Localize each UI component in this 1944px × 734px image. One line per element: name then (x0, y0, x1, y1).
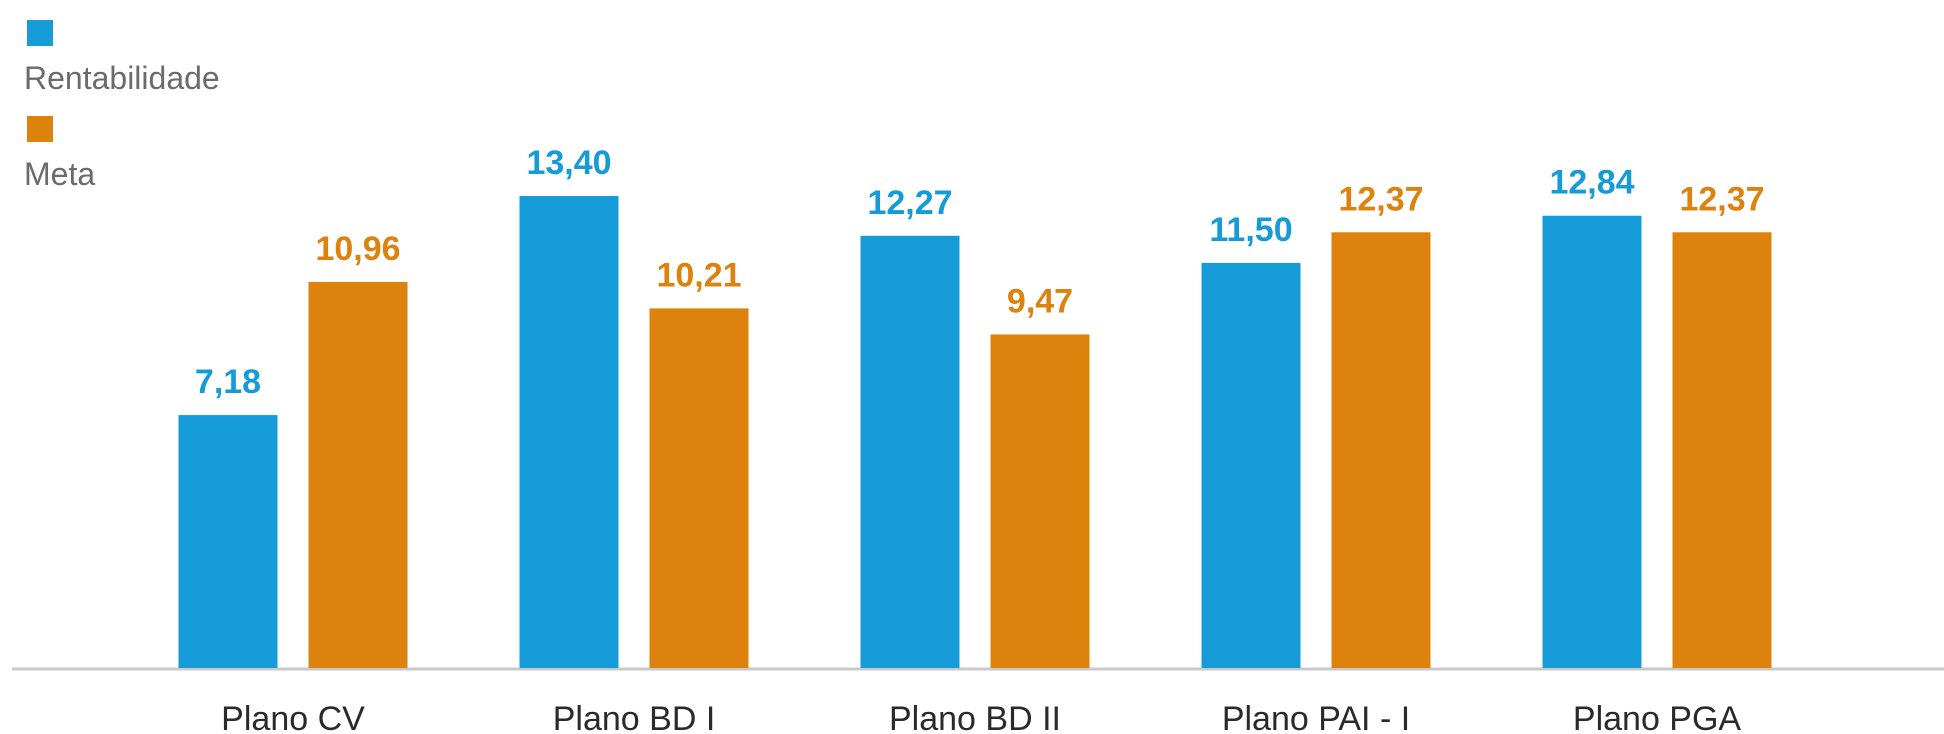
bar-meta-4[interactable] (1672, 232, 1772, 669)
bar-rentabilidade-4[interactable] (1542, 215, 1642, 668)
data-label-rentabilidade-3: 11,50 (1209, 211, 1292, 249)
data-label-rentabilidade-0: 7,18 (195, 363, 261, 401)
bar-rentabilidade-0[interactable] (178, 415, 278, 668)
data-label-rentabilidade-2: 12,27 (867, 184, 952, 222)
legend-label-rentabilidade: Rentabilidade (24, 60, 220, 96)
bar-meta-0[interactable] (308, 281, 408, 668)
data-label-meta-0: 10,96 (315, 230, 400, 268)
category-label-2: Plano BD II (889, 700, 1061, 734)
bar-meta-2[interactable] (990, 334, 1090, 668)
data-label-meta-1: 10,21 (656, 256, 741, 294)
legend-label-meta: Meta (24, 156, 96, 192)
category-label-4: Plano PGA (1573, 700, 1742, 734)
bar-meta-3[interactable] (1331, 232, 1431, 669)
legend-swatch-rentabilidade (27, 20, 53, 46)
bar-rentabilidade-3[interactable] (1201, 262, 1301, 668)
bar-rentabilidade-1[interactable] (519, 196, 619, 668)
category-label-0: Plano CV (221, 700, 365, 734)
data-label-meta-2: 9,47 (1007, 282, 1073, 320)
data-label-rentabilidade-1: 13,40 (526, 144, 611, 182)
data-label-meta-3: 12,37 (1338, 180, 1423, 218)
legend-swatch-meta (27, 116, 53, 142)
category-label-1: Plano BD I (553, 700, 716, 734)
data-label-rentabilidade-4: 12,84 (1549, 164, 1634, 202)
data-label-meta-4: 12,37 (1679, 180, 1764, 218)
bar-meta-1[interactable] (649, 308, 749, 668)
bar-rentabilidade-2[interactable] (860, 235, 960, 668)
category-label-3: Plano PAI - I (1222, 700, 1410, 734)
